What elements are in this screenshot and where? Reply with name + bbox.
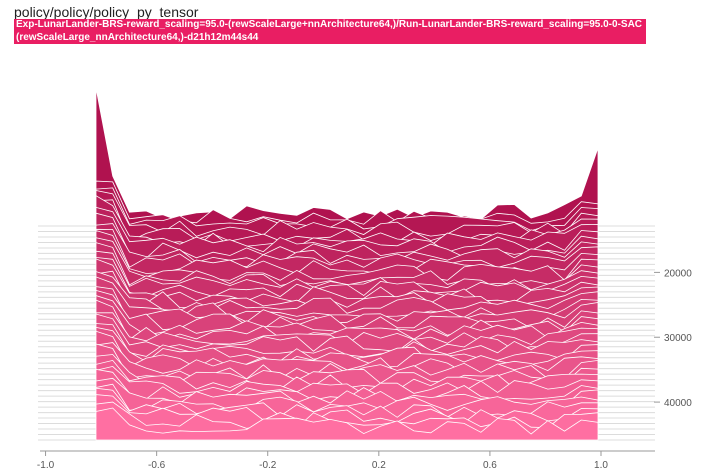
x-tick-label: 0.6 — [483, 460, 497, 471]
x-tick-label: 1.0 — [594, 460, 608, 471]
histogram-slice — [95, 228, 599, 276]
x-tick-label: -1.0 — [37, 460, 55, 471]
y-tick-label: 20000 — [664, 268, 692, 279]
histogram-slice — [95, 87, 599, 227]
histogram-slice — [95, 342, 599, 381]
x-tick-label: 0.2 — [372, 460, 386, 471]
histogram-slices — [95, 87, 599, 441]
y-axis: 20000 30000 40000 — [654, 268, 692, 409]
run-name-badge: Exp-LunarLander-BRS-reward_scaling=95.0-… — [14, 19, 646, 44]
histogram-slice — [95, 258, 599, 309]
histogram-slice — [95, 250, 599, 298]
histogram-slice — [95, 237, 599, 287]
histogram-slice — [95, 407, 599, 441]
y-tick-label: 40000 — [664, 398, 692, 409]
histogram-slice — [95, 270, 599, 315]
chart-title: policy/policy/policy_py_tensor — [14, 4, 199, 20]
x-axis: -1.0 -0.6 -0.2 0.2 0.6 1.0 — [37, 450, 655, 471]
histogram-slice — [95, 223, 599, 271]
x-tick-label: -0.6 — [148, 460, 166, 471]
histogram-slice — [95, 190, 599, 243]
histogram-slice — [95, 206, 599, 260]
x-tick-label: -0.2 — [259, 460, 277, 471]
y-tick-label: 30000 — [664, 333, 692, 344]
histogram-slice — [95, 394, 599, 430]
